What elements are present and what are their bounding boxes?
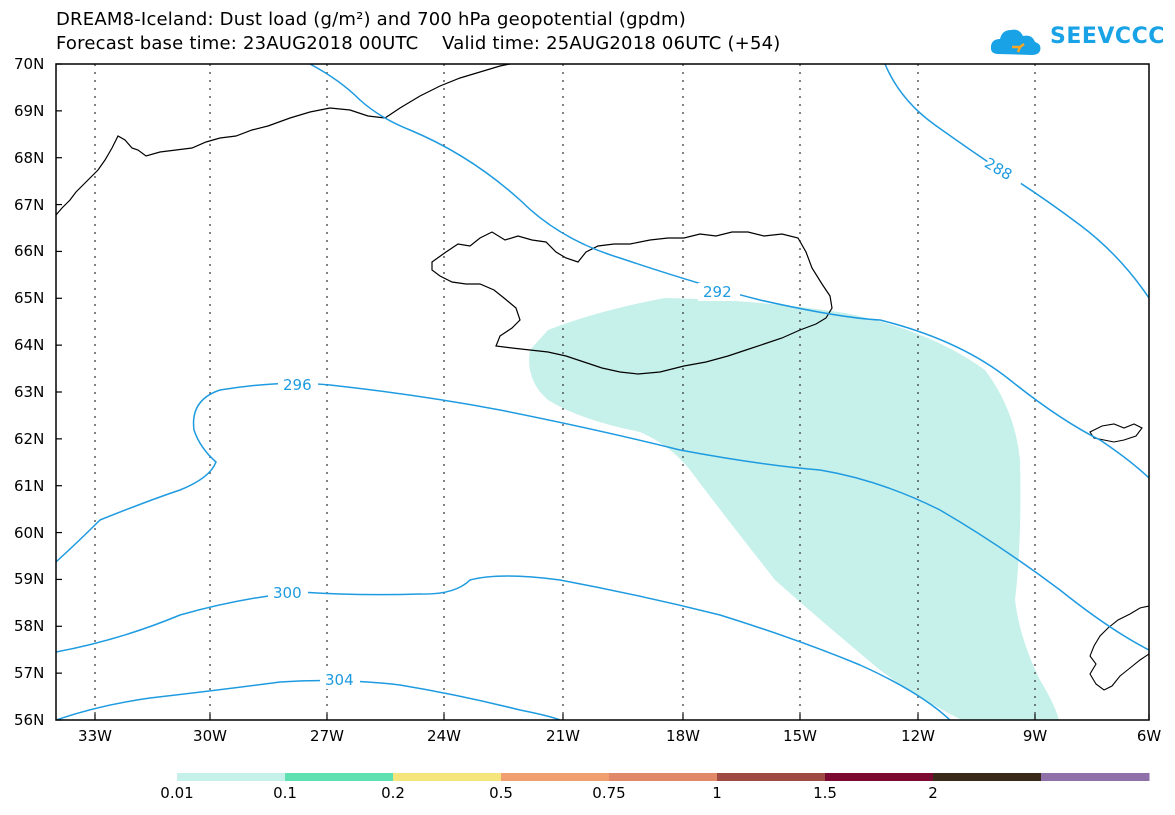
colorbar-label: 2: [928, 784, 938, 802]
gridlines: [94, 64, 1036, 720]
lat-label-56n: 56N: [14, 711, 45, 729]
contour-line-304: [56, 679, 561, 720]
lat-label-61n: 61N: [14, 476, 45, 495]
map-title-line2: Forecast base time: 23AUG2018 00UTC Vali…: [56, 33, 781, 54]
contour-line-296: [56, 382, 1149, 651]
seevccc-cloud-logo-icon: [990, 29, 1041, 55]
scotland-coastline: [1089, 605, 1149, 691]
lon-label-15w: 15W: [783, 727, 817, 745]
lat-label-69n: 69N: [14, 101, 45, 120]
colorbar-label: 1.5: [813, 784, 837, 802]
colorbar-label: 0.01: [160, 784, 194, 802]
lat-label-58n: 58N: [14, 617, 45, 636]
colorbar-label: 0.2: [381, 784, 405, 802]
lat-label-65n: 65N: [14, 289, 45, 308]
contour-line-300: [56, 575, 951, 720]
faroe-islands-coastline: [1089, 423, 1143, 443]
colorbar-label: 0.75: [592, 784, 626, 802]
lat-label-66n: 66N: [14, 242, 45, 261]
lat-label-64n: 64N: [14, 336, 45, 355]
map-title-line1: DREAM8-Iceland: Dust load (g/m²) and 700…: [56, 9, 686, 30]
contour-label-300: 300: [273, 584, 302, 602]
colorbar-label: 0.1: [273, 784, 297, 802]
contour-label-296: 296: [283, 376, 312, 394]
lon-label-9w: 9W: [1022, 727, 1048, 745]
lat-label-59n: 59N: [14, 570, 45, 589]
logo-text: SEEVCCC: [1050, 24, 1165, 49]
lon-label-18w: 18W: [666, 727, 700, 745]
lat-label-62n: 62N: [14, 429, 45, 448]
lat-label-63n: 63N: [14, 383, 45, 401]
contour-label-292: 292: [703, 283, 732, 301]
lon-label-12w: 12W: [901, 727, 935, 745]
colorbar-label: 0.5: [489, 784, 513, 802]
lon-label-30w: 30W: [193, 727, 227, 745]
iceland-coastline: [431, 231, 833, 375]
colorbar-label: 1: [712, 784, 722, 802]
lat-label-60n: 60N: [14, 523, 45, 542]
lat-label-70n: 70N: [14, 55, 45, 73]
lon-label-33w: 33W: [78, 727, 112, 745]
lat-label-57n: 57N: [14, 664, 45, 683]
greenland-coastline: [56, 64, 511, 216]
lon-label-21w: 21W: [546, 727, 580, 745]
lon-label-27w: 27W: [310, 727, 344, 745]
lon-label-6w: 6W: [1136, 727, 1162, 745]
lon-label-24w: 24W: [427, 727, 461, 745]
lat-label-68n: 68N: [14, 148, 45, 167]
lat-label-67n: 67N: [14, 195, 45, 214]
contour-label-304: 304: [325, 671, 354, 689]
dust-load-area: [529, 298, 1059, 720]
